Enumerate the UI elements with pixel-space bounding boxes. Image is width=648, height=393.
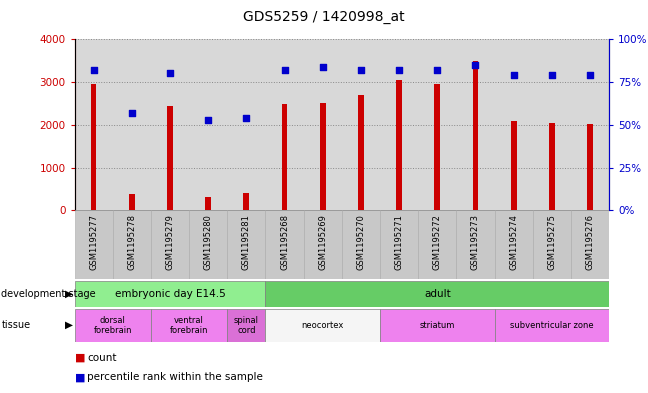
Text: GSM1195276: GSM1195276 <box>586 214 594 270</box>
Text: subventricular zone: subventricular zone <box>510 321 594 330</box>
Point <box>356 67 366 73</box>
Point <box>241 115 251 121</box>
Bar <box>266 210 304 279</box>
Point <box>585 72 596 78</box>
Text: neocortex: neocortex <box>301 321 344 330</box>
Point <box>394 67 404 73</box>
Bar <box>320 103 325 210</box>
Bar <box>227 210 266 279</box>
Bar <box>380 210 418 279</box>
Text: ventral
forebrain: ventral forebrain <box>170 316 208 335</box>
Point <box>165 70 175 77</box>
Text: GSM1195272: GSM1195272 <box>433 214 442 270</box>
Bar <box>75 309 151 342</box>
Bar <box>151 309 227 342</box>
Bar <box>418 210 456 279</box>
Text: GSM1195275: GSM1195275 <box>548 214 557 270</box>
Bar <box>380 309 494 342</box>
Text: GDS5259 / 1420998_at: GDS5259 / 1420998_at <box>243 10 405 24</box>
Text: GSM1195269: GSM1195269 <box>318 214 327 270</box>
Bar <box>205 197 211 210</box>
Text: embryonic day E14.5: embryonic day E14.5 <box>115 289 226 299</box>
Bar <box>396 80 402 210</box>
Bar <box>75 210 113 279</box>
Point <box>279 67 290 73</box>
Point <box>318 64 328 70</box>
Bar <box>434 84 440 210</box>
Bar <box>151 210 189 279</box>
Bar <box>167 106 173 210</box>
Bar <box>304 210 341 279</box>
Bar <box>113 210 151 279</box>
Text: GSM1195280: GSM1195280 <box>203 214 213 270</box>
Text: dorsal
forebrain: dorsal forebrain <box>93 316 132 335</box>
Bar <box>533 210 571 279</box>
Text: GSM1195268: GSM1195268 <box>280 214 289 270</box>
Point <box>88 67 98 73</box>
Text: tissue: tissue <box>1 320 30 330</box>
Bar <box>456 210 494 279</box>
Bar <box>358 95 364 210</box>
Text: GSM1195270: GSM1195270 <box>356 214 365 270</box>
Bar <box>129 194 135 210</box>
Text: GSM1195281: GSM1195281 <box>242 214 251 270</box>
Bar <box>587 124 593 210</box>
Bar <box>282 104 288 210</box>
Text: striatum: striatum <box>420 321 455 330</box>
Bar <box>571 210 609 279</box>
Bar <box>75 281 266 307</box>
Bar <box>511 121 516 210</box>
Bar <box>266 309 380 342</box>
Bar <box>472 61 478 210</box>
Text: adult: adult <box>424 289 450 299</box>
Text: GSM1195277: GSM1195277 <box>89 214 98 270</box>
Text: ▶: ▶ <box>65 289 73 299</box>
Bar <box>266 281 609 307</box>
Bar <box>494 210 533 279</box>
Text: ■: ■ <box>75 353 85 363</box>
Text: GSM1195273: GSM1195273 <box>471 214 480 270</box>
Bar <box>244 193 249 210</box>
Point <box>547 72 557 78</box>
Bar <box>494 309 609 342</box>
Bar <box>91 84 97 210</box>
Bar <box>189 210 227 279</box>
Text: spinal
cord: spinal cord <box>234 316 259 335</box>
Text: ■: ■ <box>75 372 85 382</box>
Point <box>470 62 481 68</box>
Text: count: count <box>87 353 117 363</box>
Point <box>203 116 213 123</box>
Bar <box>227 309 266 342</box>
Text: GSM1195271: GSM1195271 <box>395 214 404 270</box>
Text: GSM1195278: GSM1195278 <box>127 214 136 270</box>
Text: ▶: ▶ <box>65 320 73 330</box>
Text: GSM1195279: GSM1195279 <box>165 214 174 270</box>
Text: percentile rank within the sample: percentile rank within the sample <box>87 372 263 382</box>
Point <box>432 67 443 73</box>
Point <box>509 72 519 78</box>
Bar <box>549 123 555 210</box>
Text: GSM1195274: GSM1195274 <box>509 214 518 270</box>
Bar <box>342 210 380 279</box>
Text: development stage: development stage <box>1 289 96 299</box>
Point <box>126 110 137 116</box>
